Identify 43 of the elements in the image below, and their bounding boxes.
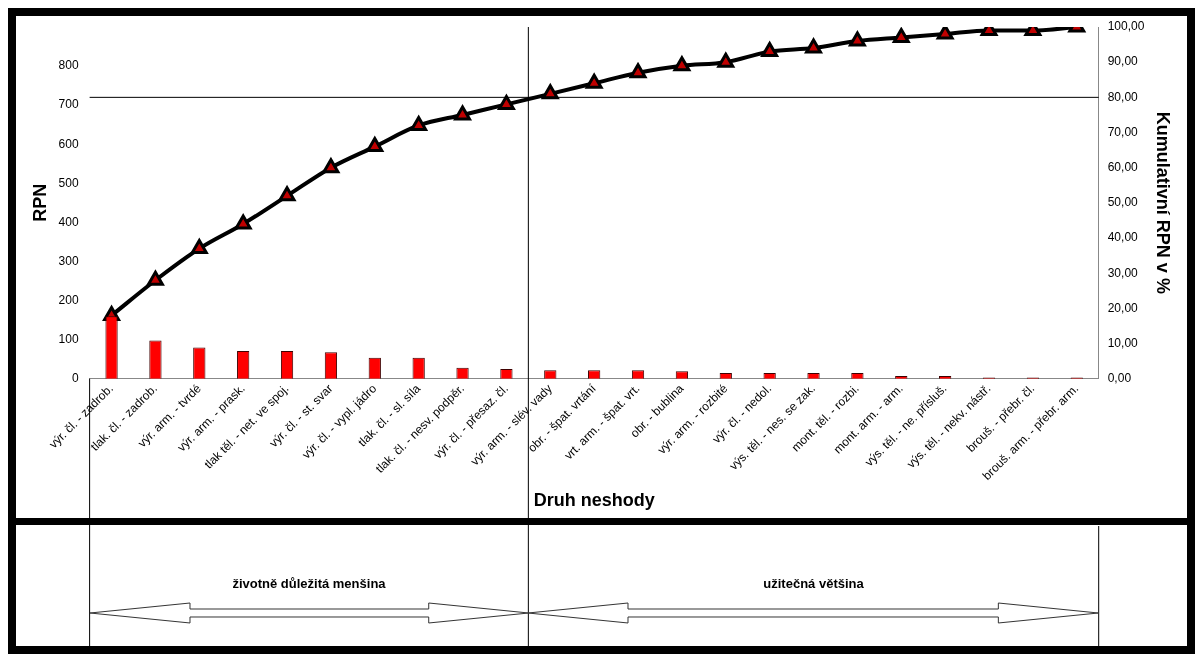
point: [936, 27, 954, 40]
text: užitečná většina: [763, 576, 865, 591]
y-tick-label: 400: [58, 214, 79, 229]
point: [848, 31, 866, 47]
y2-tick-label: 90,00: [1107, 54, 1139, 69]
point: [673, 56, 691, 72]
x-axis-title: Druh neshody: [533, 490, 655, 511]
point: [454, 105, 471, 121]
y2-tick-label: 10,00: [1107, 335, 1139, 350]
y-tick-label: 200: [58, 292, 79, 307]
y-tick-label: 800: [58, 58, 79, 73]
y2-tick-label: 70,00: [1107, 124, 1139, 139]
text: životně důležitá menšina: [232, 576, 387, 591]
y-tick-label: 600: [58, 136, 79, 151]
point: [190, 239, 208, 255]
point: [629, 63, 647, 79]
y2-tick-label: 40,00: [1107, 230, 1139, 245]
point: [497, 94, 515, 110]
y-tick-label: 0: [71, 371, 79, 386]
point: [717, 52, 735, 68]
point: [322, 158, 340, 174]
point: [761, 42, 779, 58]
y2-tick-label: 50,00: [1107, 195, 1139, 210]
y2-tick-label: 100,00: [1107, 19, 1145, 34]
y-tick-label: 500: [58, 175, 79, 190]
y2-axis-title: Kumulativní RPN v %: [1153, 111, 1174, 294]
point: [234, 214, 252, 230]
point: [410, 115, 428, 131]
point: [278, 186, 296, 202]
y-tick-label: 700: [58, 97, 79, 112]
point: [147, 270, 164, 286]
point: [366, 137, 384, 153]
y2-tick-label: 30,00: [1107, 265, 1139, 280]
point: [892, 28, 910, 44]
y2-tick-label: 20,00: [1107, 300, 1139, 315]
y2-tick-label: 80,00: [1107, 89, 1139, 104]
point: [585, 73, 603, 89]
y2-tick-label: 60,00: [1107, 160, 1139, 175]
point: [805, 38, 822, 54]
y-tick-label: 100: [58, 331, 79, 346]
y2-tick-label: 0,00: [1107, 371, 1132, 386]
y-axis-title: RPN: [29, 183, 50, 222]
y-tick-label: 300: [58, 253, 79, 268]
